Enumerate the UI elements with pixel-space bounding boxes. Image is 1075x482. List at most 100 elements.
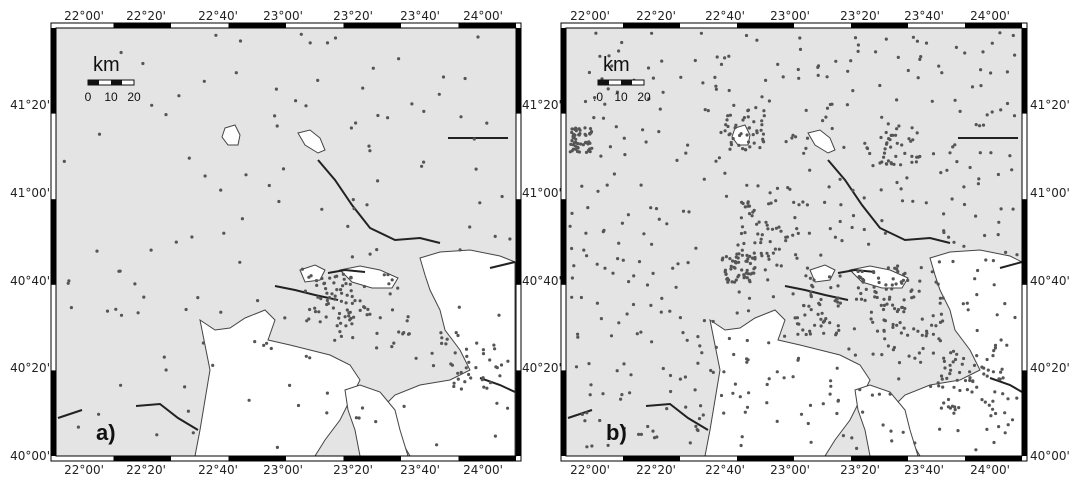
epicenter-dot xyxy=(880,115,884,119)
epicenter-dot xyxy=(617,49,621,53)
epicenter-dot xyxy=(497,313,501,317)
scalebar-unit-label: km xyxy=(603,54,630,76)
epicenter-dot xyxy=(141,61,145,66)
epicenter-dot xyxy=(335,324,339,328)
epicenter-dot xyxy=(897,361,902,365)
epicenter-dot xyxy=(739,443,743,448)
frame-segment xyxy=(343,23,401,28)
epicenter-dot xyxy=(993,346,998,350)
epicenter-dot xyxy=(865,146,870,151)
epicenter-dot xyxy=(942,212,946,216)
epicenter-dot xyxy=(948,151,952,155)
epicenter-dot xyxy=(946,397,951,402)
lat-tick: 41°00' xyxy=(522,186,562,200)
epicenter-dot xyxy=(992,440,996,445)
frame-segment xyxy=(851,456,908,461)
epicenter-dot xyxy=(819,324,823,328)
lon-tick: 22°20' xyxy=(636,9,676,23)
epicenter-dot xyxy=(898,321,902,325)
epicenter-dot xyxy=(894,282,898,286)
epicenter-dot xyxy=(777,247,781,251)
epicenter-dot xyxy=(570,127,574,131)
epicenter-dot xyxy=(875,329,880,333)
epicenter-dot xyxy=(341,284,345,288)
frame-segment xyxy=(51,370,56,456)
epicenter-dot xyxy=(1010,168,1014,172)
map-a-left-latitude-labels: 41°20' 41°00' 40°40' 40°20' 40°00' xyxy=(10,98,50,463)
epicenter-dot xyxy=(325,391,329,395)
epicenter-dot xyxy=(671,266,675,270)
epicenter-dot xyxy=(585,445,589,449)
epicenter-dot xyxy=(981,50,985,54)
epicenter-dot xyxy=(951,259,955,264)
epicenter-dot xyxy=(187,156,191,160)
epicenter-dot xyxy=(828,102,833,107)
epicenter-dot xyxy=(845,103,850,107)
epicenter-dot xyxy=(328,276,332,280)
epicenter-dot xyxy=(211,363,215,367)
epicenter-dot xyxy=(1000,367,1004,371)
epicenter-dot xyxy=(300,267,304,271)
epicenter-dot xyxy=(801,200,805,204)
epicenter-dot xyxy=(686,143,690,147)
epicenter-dot xyxy=(265,341,269,345)
epicenter-dot xyxy=(582,248,586,252)
epicenter-dot xyxy=(914,160,919,164)
lon-tick: 23°00' xyxy=(770,9,810,23)
epicenter-dot xyxy=(350,322,354,326)
epicenter-dot xyxy=(627,280,631,284)
epicenter-dot xyxy=(583,126,587,130)
epicenter-dot xyxy=(743,205,747,209)
scalebar-segment xyxy=(88,80,99,85)
epicenter-dot xyxy=(119,313,124,317)
epicenter-dot xyxy=(612,172,617,176)
epicenter-dot xyxy=(961,302,965,306)
epicenter-dot xyxy=(835,411,839,416)
epicenter-dot xyxy=(570,295,574,299)
epicenter-dot xyxy=(861,280,865,284)
epicenter-dot xyxy=(397,330,401,334)
epicenter-dot xyxy=(938,427,942,431)
epicenter-dot xyxy=(1008,154,1012,158)
epicenter-dot xyxy=(363,306,367,310)
epicenter-dot xyxy=(325,291,329,295)
frame-segment xyxy=(228,23,286,28)
epicenter-dot xyxy=(785,235,790,239)
epicenter-dot xyxy=(776,62,780,66)
epicenter-dot xyxy=(872,270,876,275)
epicenter-dot xyxy=(308,307,312,312)
epicenter-dot xyxy=(611,271,615,275)
epicenter-dot xyxy=(819,253,823,257)
epicenter-dot xyxy=(828,392,832,396)
epicenter-dot xyxy=(326,302,330,306)
epicenter-dot xyxy=(253,340,257,344)
epicenter-dot xyxy=(742,273,746,277)
epicenter-dot xyxy=(456,371,460,375)
scalebar-segment xyxy=(111,80,122,85)
epicenter-dot xyxy=(901,430,905,434)
epicenter-dot xyxy=(445,337,449,341)
epicenter-dot xyxy=(1003,411,1007,415)
epicenter-dot xyxy=(834,333,838,337)
epicenter-dot xyxy=(703,108,707,112)
epicenter-dot xyxy=(951,349,956,353)
epicenter-dot xyxy=(836,284,840,288)
epicenter-dot xyxy=(939,171,943,175)
epicenter-dot xyxy=(762,114,766,118)
epicenter-dot xyxy=(593,96,597,100)
epicenter-dot xyxy=(890,287,894,291)
epicenter-dot xyxy=(349,276,353,280)
epicenter-dot xyxy=(304,354,308,358)
epicenter-dot xyxy=(877,280,881,285)
epicenter-dot xyxy=(775,263,779,267)
epicenter-dot xyxy=(472,137,476,141)
epicenter-dot xyxy=(878,83,882,88)
epicenter-dot xyxy=(723,268,728,272)
epicenter-dot xyxy=(791,133,795,137)
epicenter-dot xyxy=(766,254,771,258)
scalebar-tick: 10 xyxy=(614,90,628,104)
epicenter-dot xyxy=(700,351,704,355)
epicenter-dot xyxy=(164,368,168,372)
frame-segment xyxy=(737,23,794,28)
epicenter-dot xyxy=(879,135,883,140)
